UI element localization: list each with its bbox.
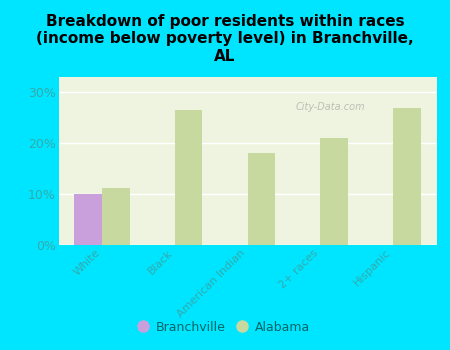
Text: City-Data.com: City-Data.com [296,102,365,112]
Bar [75,194,102,245]
Bar [393,107,420,245]
Text: Breakdown of poor residents within races
(income below poverty level) in Branchv: Breakdown of poor residents within races… [36,14,414,64]
Bar [175,110,202,245]
Legend: Branchville, Alabama: Branchville, Alabama [134,315,316,340]
Bar [320,138,348,245]
Bar [102,188,130,245]
Bar [248,153,275,245]
